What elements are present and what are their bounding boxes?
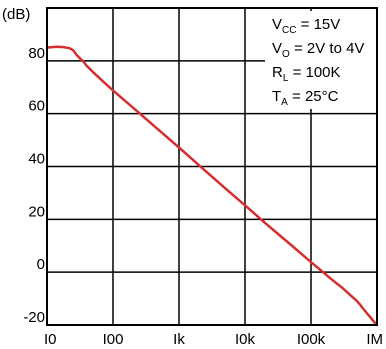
y-tick-label: 40 — [28, 151, 45, 168]
condition-rl: RL = 100K — [272, 64, 341, 84]
x-tick-label: I00 — [103, 331, 124, 348]
condition-vo: VO = 2V to 4V — [272, 40, 364, 60]
y-tick-label: 60 — [28, 98, 45, 115]
y-tick-label: 80 — [28, 45, 45, 62]
y-tick-label: -20 — [23, 309, 45, 326]
conditions-box-bg — [265, 11, 377, 109]
x-tick-labels: I0 I00 Ik I0k I00k IM — [44, 331, 383, 348]
x-tick-label: IM — [366, 331, 383, 348]
x-tick-label: Ik — [173, 331, 185, 348]
y-tick-labels: -20 0 20 40 60 80 — [23, 45, 45, 326]
y-tick-label: 20 — [28, 203, 45, 220]
condition-ta: TA = 25°C — [272, 88, 339, 108]
condition-vcc: VCC = 15V — [272, 16, 340, 36]
gain-series-line — [45, 45, 379, 327]
x-tick-label: I0 — [44, 331, 57, 348]
y-tick-label: 0 — [37, 256, 45, 273]
x-tick-label: I00k — [297, 331, 326, 348]
plot-frame — [46, 7, 378, 326]
x-tick-label: I0k — [235, 331, 256, 348]
y-axis-unit-label: (dB) — [2, 6, 30, 23]
conditions-box: VCC = 15V VO = 2V to 4V RL = 100K TA = 2… — [265, 11, 377, 109]
